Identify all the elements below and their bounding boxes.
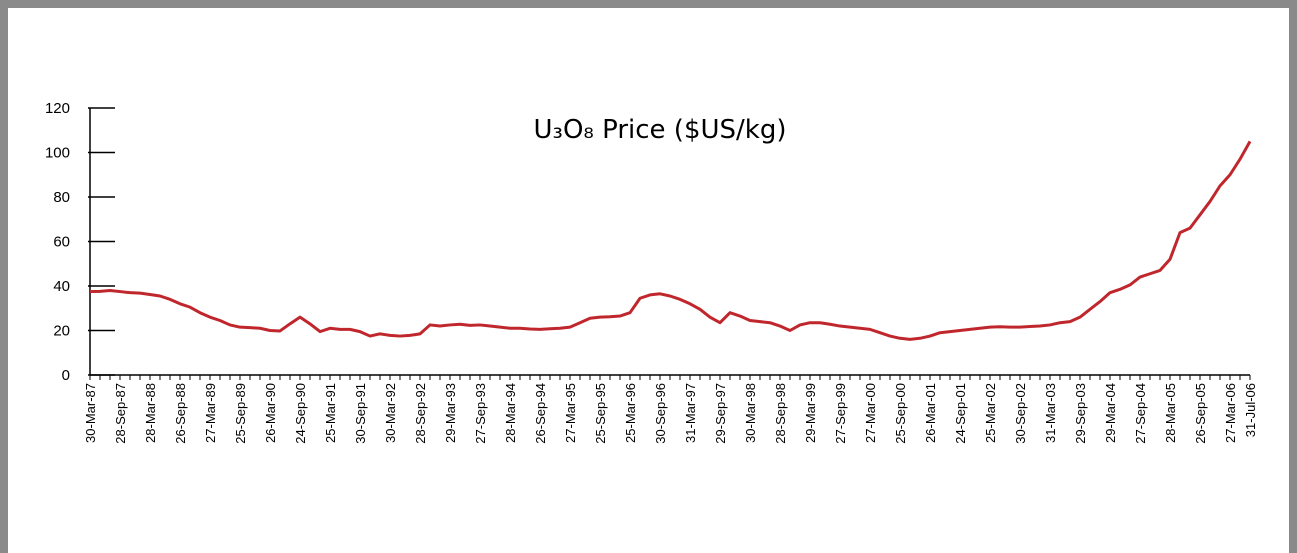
y-tick-label: 80 [53, 189, 70, 206]
x-tick-label: 26-Sep-94 [533, 383, 548, 444]
x-tick-label: 27-Mar-06 [1223, 383, 1238, 443]
x-tick-label: 30-Mar-98 [743, 383, 758, 443]
x-tick-label: 30-Sep-02 [1013, 383, 1028, 444]
x-tick-label: 26-Mar-01 [923, 383, 938, 443]
x-tick-label: 30-Sep-91 [353, 383, 368, 444]
x-tick-label: 29-Mar-99 [803, 383, 818, 443]
x-tick-label: 29-Mar-93 [443, 383, 458, 443]
x-tick-label: 26-Sep-88 [173, 383, 188, 444]
x-tick-label: 31-Jul-06 [1243, 383, 1258, 437]
x-tick-label: 28-Mar-88 [143, 383, 158, 443]
x-tick-label: 29-Sep-97 [713, 383, 728, 444]
x-tick-label: 24-Sep-01 [953, 383, 968, 444]
x-tick-label: 24-Sep-90 [293, 383, 308, 444]
x-tick-label: 27-Sep-04 [1133, 383, 1148, 444]
x-tick-label: 30-Sep-96 [653, 383, 668, 444]
x-tick-label: 30-Mar-87 [83, 383, 98, 443]
y-tick-label: 0 [62, 367, 70, 384]
x-tick-label: 27-Mar-00 [863, 383, 878, 443]
x-tick-label: 27-Mar-89 [203, 383, 218, 443]
x-tick-label: 28-Mar-05 [1163, 383, 1178, 443]
x-tick-label: 25-Sep-00 [893, 383, 908, 444]
y-tick-label: 20 [53, 323, 70, 340]
x-tick-label: 25-Mar-96 [623, 383, 638, 443]
x-tick-label: 29-Mar-04 [1103, 383, 1118, 443]
price-line [89, 140, 1252, 341]
x-tick-label: 25-Mar-91 [323, 383, 338, 443]
x-tick-label: 31-Mar-03 [1043, 383, 1058, 443]
x-tick-label: 25-Sep-95 [593, 383, 608, 444]
x-tick-label: 27-Mar-95 [563, 383, 578, 443]
x-tick-label: 25-Sep-89 [233, 383, 248, 444]
x-tick-label: 28-Sep-98 [773, 383, 788, 444]
x-tick-label: 26-Sep-05 [1193, 383, 1208, 444]
x-tick-label: 31-Mar-97 [683, 383, 698, 443]
x-tick-label: 30-Mar-92 [383, 383, 398, 443]
x-tick-label: 28-Sep-87 [113, 383, 128, 444]
y-tick-label: 100 [45, 145, 70, 162]
x-tick-label: 26-Mar-90 [263, 383, 278, 443]
y-tick-label: 60 [53, 234, 70, 251]
x-tick-label: 28-Mar-94 [503, 383, 518, 443]
x-tick-label: 27-Sep-99 [833, 383, 848, 444]
x-tick-label: 27-Sep-93 [473, 383, 488, 444]
x-tick-label: 29-Sep-03 [1073, 383, 1088, 444]
x-tick-label: 25-Mar-02 [983, 383, 998, 443]
y-tick-label: 120 [45, 100, 70, 117]
chart-title: U₃O₈ Price ($US/kg) [534, 115, 787, 145]
y-tick-label: 40 [53, 278, 70, 295]
x-tick-label: 28-Sep-92 [413, 383, 428, 444]
